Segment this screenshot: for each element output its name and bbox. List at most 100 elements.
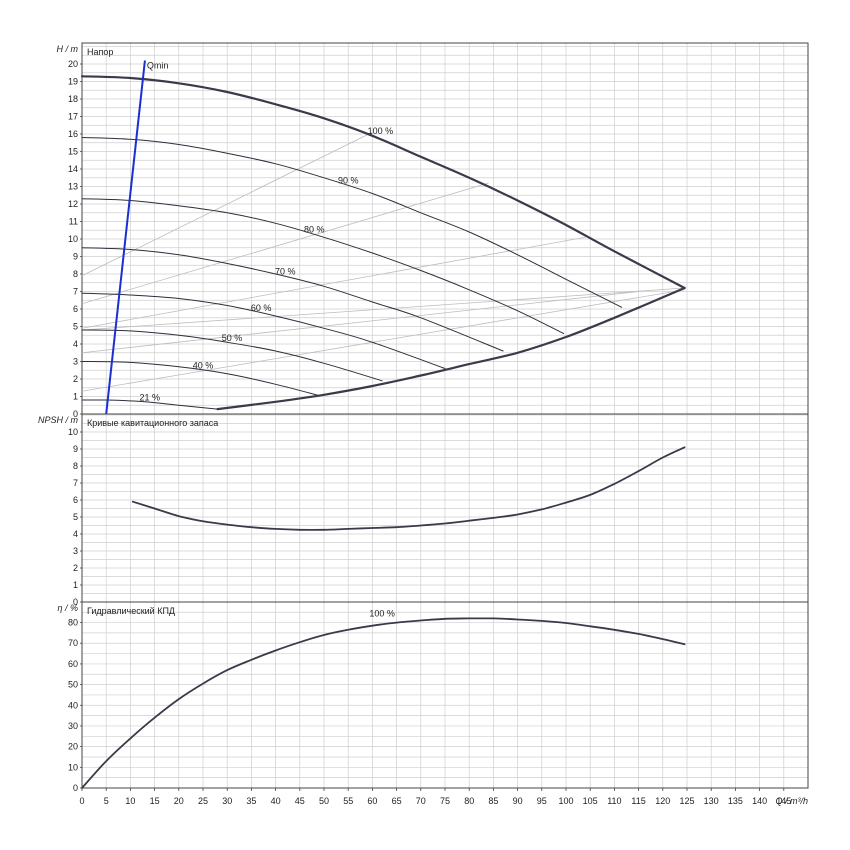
x-tick-label: 130: [704, 796, 719, 806]
series-curve: [216, 286, 686, 411]
curve-label: 100 %: [368, 126, 394, 136]
y-tick-label: 6: [73, 304, 78, 314]
y-tick-label: 1: [73, 392, 78, 402]
y-axis-label: η / %: [57, 603, 78, 613]
y-tick-label: 13: [68, 182, 78, 192]
panel-2: 0 1 2 3 4 5 6 7 8 9 10 NPSH / m Кривые кавитационног…: [38, 413, 809, 607]
y-tick-label: 0: [73, 409, 78, 419]
x-tick-label: 0: [79, 796, 84, 806]
series-curve: [81, 137, 623, 308]
y-tick-label: 7: [73, 478, 78, 488]
efficiency-guide-line: [81, 289, 685, 392]
series-curve: [81, 361, 320, 397]
qmin-label: Qmin: [147, 61, 169, 71]
y-tick-label: 10: [68, 762, 78, 772]
series-curve: [81, 247, 504, 352]
y-tick-label: 18: [68, 94, 78, 104]
x-tick-label: 100: [558, 796, 573, 806]
y-tick-label: 17: [68, 112, 78, 122]
x-axis-label: Q / m³/h: [775, 796, 808, 806]
x-tick-label: 55: [343, 796, 353, 806]
y-tick-label: 9: [73, 252, 78, 262]
x-tick-label: 140: [752, 796, 767, 806]
y-tick-label: 16: [68, 129, 78, 139]
curve-label: 40 %: [193, 360, 214, 370]
efficiency-guide-line: [81, 236, 586, 329]
x-tick-label: 25: [198, 796, 208, 806]
y-tick-label: 30: [68, 721, 78, 731]
y-tick-label: 10: [68, 427, 78, 437]
x-tick-label: 110: [607, 796, 621, 806]
y-tick-label: 15: [68, 147, 78, 157]
y-tick-label: 20: [68, 742, 78, 752]
series-curve: [131, 446, 686, 531]
series-curve: [81, 399, 218, 410]
x-tick-label: 65: [392, 796, 402, 806]
y-tick-label: 2: [73, 374, 78, 384]
curve-label: 70 %: [275, 266, 296, 276]
x-tick-label: 40: [271, 796, 281, 806]
y-tick-label: 6: [73, 495, 78, 505]
y-tick-label: 40: [68, 700, 78, 710]
x-tick-label: 10: [125, 796, 135, 806]
x-tick-label: 20: [174, 796, 184, 806]
y-axis-label: NPSH / m: [38, 415, 79, 425]
y-tick-label: 4: [73, 529, 78, 539]
y-tick-label: 1: [73, 580, 78, 590]
x-tick-label: 135: [728, 796, 743, 806]
x-tick-label: 45: [295, 796, 305, 806]
efficiency-guide-line: [81, 291, 639, 354]
y-tick-label: 3: [73, 357, 78, 367]
x-tick-label: 80: [464, 796, 474, 806]
qmin-line: [105, 60, 146, 415]
x-tick-label: 60: [367, 796, 377, 806]
x-tick-label: 35: [246, 796, 256, 806]
y-tick-label: 0: [73, 783, 78, 793]
series-curve: [81, 617, 686, 789]
x-tick-label: 5: [104, 796, 109, 806]
y-tick-label: 0: [73, 597, 78, 607]
curve-label: 60 %: [251, 303, 272, 313]
y-tick-label: 60: [68, 659, 78, 669]
efficiency-guide-line: [81, 182, 489, 305]
y-tick-label: 80: [68, 618, 78, 628]
series-curve: [81, 198, 565, 334]
x-tick-label: 75: [440, 796, 450, 806]
y-tick-label: 8: [73, 461, 78, 471]
efficiency-guide-line: [81, 287, 685, 331]
x-tick-label: 145: [776, 796, 791, 806]
x-tick-label: 50: [319, 796, 329, 806]
y-tick-label: 20: [68, 59, 78, 69]
x-tick-label: 15: [150, 796, 160, 806]
series-curve: [81, 292, 446, 369]
x-tick-label: 115: [631, 796, 645, 806]
y-tick-label: 11: [69, 217, 78, 227]
efficiency-guide-line: [81, 131, 373, 277]
curve-label: 21 %: [140, 392, 161, 402]
y-tick-label: 2: [73, 563, 78, 573]
x-tick-label: 125: [679, 796, 694, 806]
y-tick-label: 3: [73, 546, 78, 556]
series-curve: [80, 75, 686, 290]
y-tick-label: 4: [73, 339, 78, 349]
y-tick-label: 10: [68, 234, 78, 244]
x-tick-label: 105: [583, 796, 598, 806]
y-tick-label: 12: [68, 199, 78, 209]
x-tick-label: 85: [488, 796, 498, 806]
y-tick-label: 5: [73, 512, 78, 522]
y-tick-label: 14: [68, 164, 78, 174]
y-tick-label: 9: [73, 444, 78, 454]
x-tick-label: 120: [655, 796, 670, 806]
curve-label: 90 %: [338, 176, 359, 186]
x-tick-label: 90: [513, 796, 523, 806]
x-tick-label: 95: [537, 796, 547, 806]
series-curve: [81, 329, 383, 382]
panel-title: Напор: [87, 47, 113, 57]
y-tick-label: 8: [73, 269, 78, 279]
x-tick-label: 70: [416, 796, 426, 806]
y-tick-label: 50: [68, 680, 78, 690]
y-tick-label: 19: [68, 77, 78, 87]
y-axis-label: H / m: [57, 44, 79, 54]
